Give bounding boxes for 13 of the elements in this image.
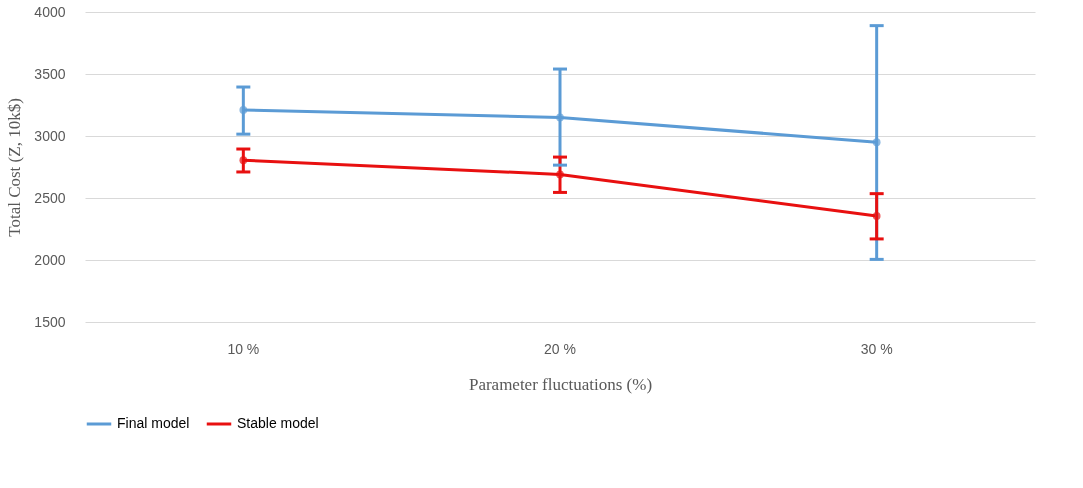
y-tick-label: 3500 [34,65,66,82]
x-axis-title: Parameter fluctuations (%) [468,374,653,394]
y-tick-label: 2000 [34,251,66,268]
legend-label: Stable model [237,415,319,431]
x-tick-label: 30 % [860,340,893,357]
x-tick-label: 10 % [227,340,260,357]
y-tick-label: 3000 [34,127,66,144]
y-tick-label: 1500 [34,313,66,330]
legend-label: Final model [117,415,190,431]
x-tick-label: 20 % [544,340,576,357]
y-axis-title: Total Cost (Z, 10k$) [5,98,25,237]
y-tick-label: 4000 [34,3,66,20]
y-tick-label: 2500 [34,189,66,206]
